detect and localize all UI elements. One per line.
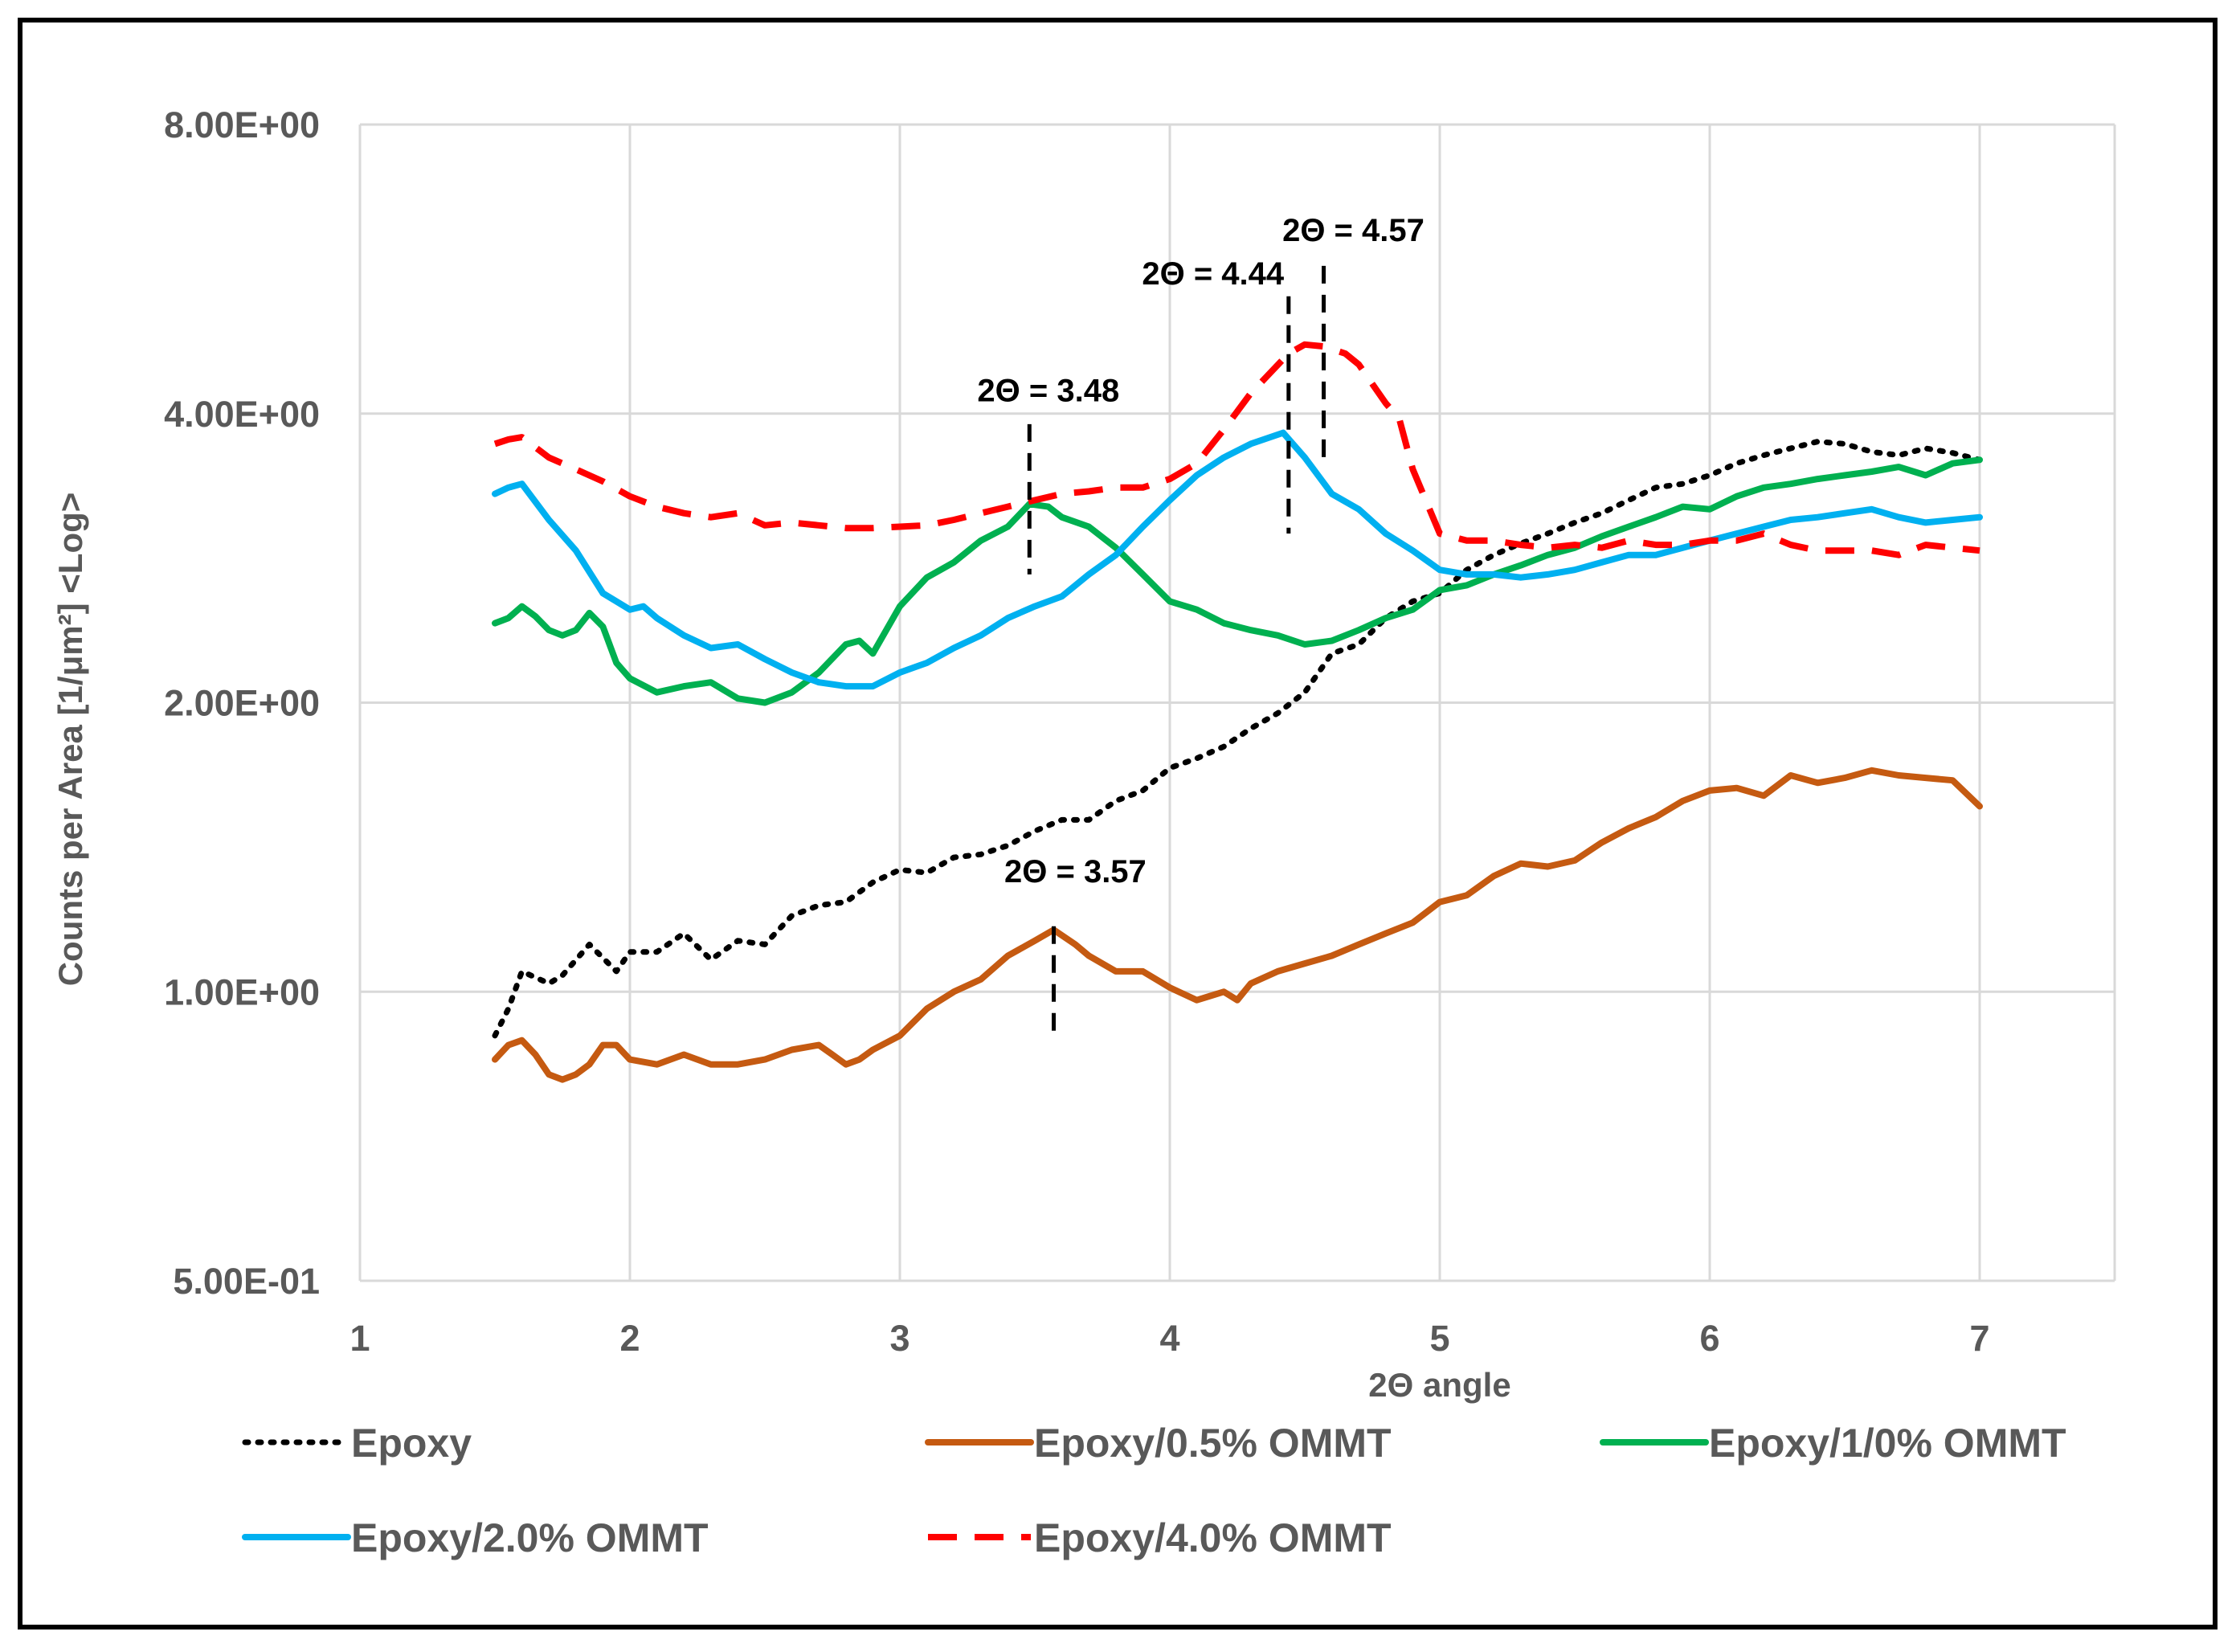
y-tick-label: 8.00E+00 (164, 104, 320, 145)
x-tick-label: 5 (1429, 1318, 1449, 1359)
chart-frame (18, 18, 2218, 1630)
peak-annotation-label: 2Θ = 3.57 (1004, 854, 1147, 889)
legend-label: Epoxy/2.0% OMMT (351, 1515, 709, 1560)
y-gridlines (360, 123, 2115, 1282)
series-line-epoxy-0-5-ommt (492, 767, 1983, 1083)
x-axis-title: 2Θ angle (1368, 1366, 1510, 1404)
x-tick-label: 3 (889, 1318, 909, 1359)
legend-label: Epoxy (351, 1421, 472, 1466)
legend: Epoxy Epoxy/0.5% OMMT Epoxy/1/0% OMMT Epoxy… (242, 1421, 2066, 1560)
x-tick-label: 4 (1159, 1318, 1179, 1359)
y-tick-label: 5.00E-01 (173, 1261, 320, 1302)
x-tick-label: 6 (1699, 1318, 1719, 1359)
y-tick-label: 4.00E+00 (164, 394, 320, 435)
peak-annotation-label: 2Θ = 4.57 (1282, 213, 1425, 248)
series-group (492, 341, 1983, 1083)
annotations: 2Θ = 3.48 2Θ = 3.57 2Θ = 4.44 2Θ = 4.57 (977, 213, 1425, 1036)
legend-label: Epoxy/0.5% OMMT (1034, 1421, 1392, 1466)
legend-label: Epoxy/4.0% OMMT (1034, 1515, 1392, 1560)
y-tick-label: 1.00E+00 (164, 971, 320, 1012)
series-line-epoxy-4-0-ommt (493, 341, 1980, 558)
series-line-epoxy-1-0-ommt (492, 456, 1983, 706)
x-tick-label: 1 (349, 1318, 370, 1359)
legend-label: Epoxy/1/0% OMMT (1709, 1421, 2066, 1466)
y-axis-title: Counts per Area [1/μm²] <Log> (51, 493, 89, 987)
x-tick-label: 7 (1969, 1318, 1989, 1359)
series-line-epoxy (492, 439, 1983, 1039)
x-tick-label: 2 (619, 1318, 640, 1359)
series-line-epoxy-2-0-ommt (492, 429, 1983, 690)
tick-labels: 5.00E-01 1.00E+00 2.00E+00 4.00E+00 8.00E+00… (164, 104, 1989, 1359)
peak-annotation-label: 2Θ = 4.44 (1142, 256, 1285, 292)
peak-annotation-label: 2Θ = 3.48 (977, 373, 1119, 408)
y-tick-label: 2.00E+00 (164, 683, 320, 724)
